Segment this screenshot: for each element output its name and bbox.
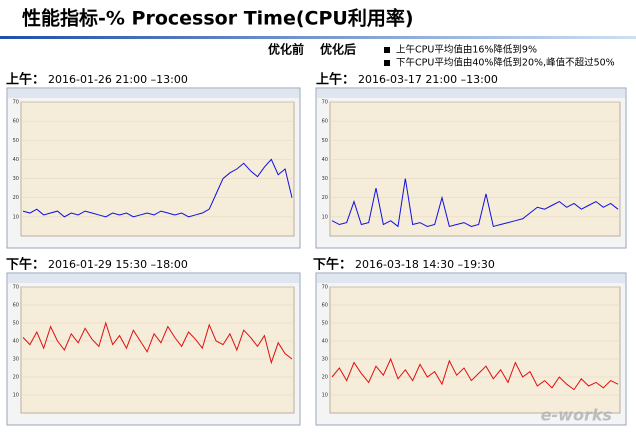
y-tick-label: 50 <box>322 321 328 327</box>
series-line <box>22 158 293 218</box>
plot-area <box>329 286 621 414</box>
bullet <box>384 47 390 53</box>
y-tick-label: 70 <box>13 100 19 106</box>
plot-area <box>329 101 621 237</box>
y-tick-label: 40 <box>322 339 328 345</box>
y-tick-label: 40 <box>13 157 19 163</box>
window-titlebar <box>8 274 299 283</box>
section-label: 上午： <box>316 72 355 88</box>
bullet <box>384 60 390 66</box>
y-tick-label: 10 <box>322 393 328 399</box>
y-tick-label: 10 <box>13 393 19 399</box>
section-label: 上午： <box>6 72 45 88</box>
section-time: 2016-01-29 15:30 –18:00 <box>48 258 188 271</box>
section-time: 2016-03-18 14:30 –19:30 <box>355 258 495 271</box>
y-tick-label: 70 <box>322 100 328 106</box>
y-tick-label: 30 <box>13 357 19 363</box>
series-line <box>22 321 293 365</box>
y-tick-label: 60 <box>13 119 19 125</box>
section-label: 下午： <box>6 257 45 273</box>
y-tick-label: 70 <box>322 285 328 291</box>
y-tick-label: 40 <box>13 339 19 345</box>
y-tick-label: 20 <box>322 195 328 201</box>
title-rule <box>0 36 636 39</box>
y-tick-label: 40 <box>322 157 328 163</box>
y-tick-label: 30 <box>13 176 19 182</box>
y-tick-label: 30 <box>322 176 328 182</box>
plot-area <box>20 286 295 414</box>
y-tick-label: 60 <box>322 303 328 309</box>
series-line <box>331 357 619 391</box>
y-tick-label: 70 <box>13 285 19 291</box>
window-titlebar <box>317 274 625 283</box>
y-tick-label: 10 <box>13 214 19 220</box>
window-titlebar <box>317 89 625 98</box>
y-tick-label: 50 <box>13 321 19 327</box>
y-tick-label: 50 <box>322 138 328 144</box>
note: 上午CPU平均值由16%降低到9% <box>396 44 537 56</box>
window-titlebar <box>8 89 299 98</box>
y-tick-label: 20 <box>13 375 19 381</box>
section-time: 2016-01-26 21:00 –13:00 <box>48 73 188 86</box>
watermark: e-works <box>541 406 612 425</box>
before-label: 优化前 <box>268 42 304 57</box>
plot-area <box>20 101 295 237</box>
after-label: 优化后 <box>320 42 356 57</box>
series-line <box>331 178 619 228</box>
y-tick-label: 60 <box>322 119 328 125</box>
note: 下午CPU平均值由40%降低到20%,峰值不超过50% <box>396 57 615 69</box>
y-tick-label: 20 <box>13 195 19 201</box>
y-tick-label: 60 <box>13 303 19 309</box>
y-tick-label: 50 <box>13 138 19 144</box>
y-tick-label: 20 <box>322 375 328 381</box>
section-time: 2016-03-17 21:00 –13:00 <box>358 73 498 86</box>
section-label: 下午： <box>313 257 352 273</box>
y-tick-label: 30 <box>322 357 328 363</box>
y-tick-label: 10 <box>322 214 328 220</box>
slide-title: 性能指标-% Processor Time(CPU利用率) <box>22 7 414 30</box>
